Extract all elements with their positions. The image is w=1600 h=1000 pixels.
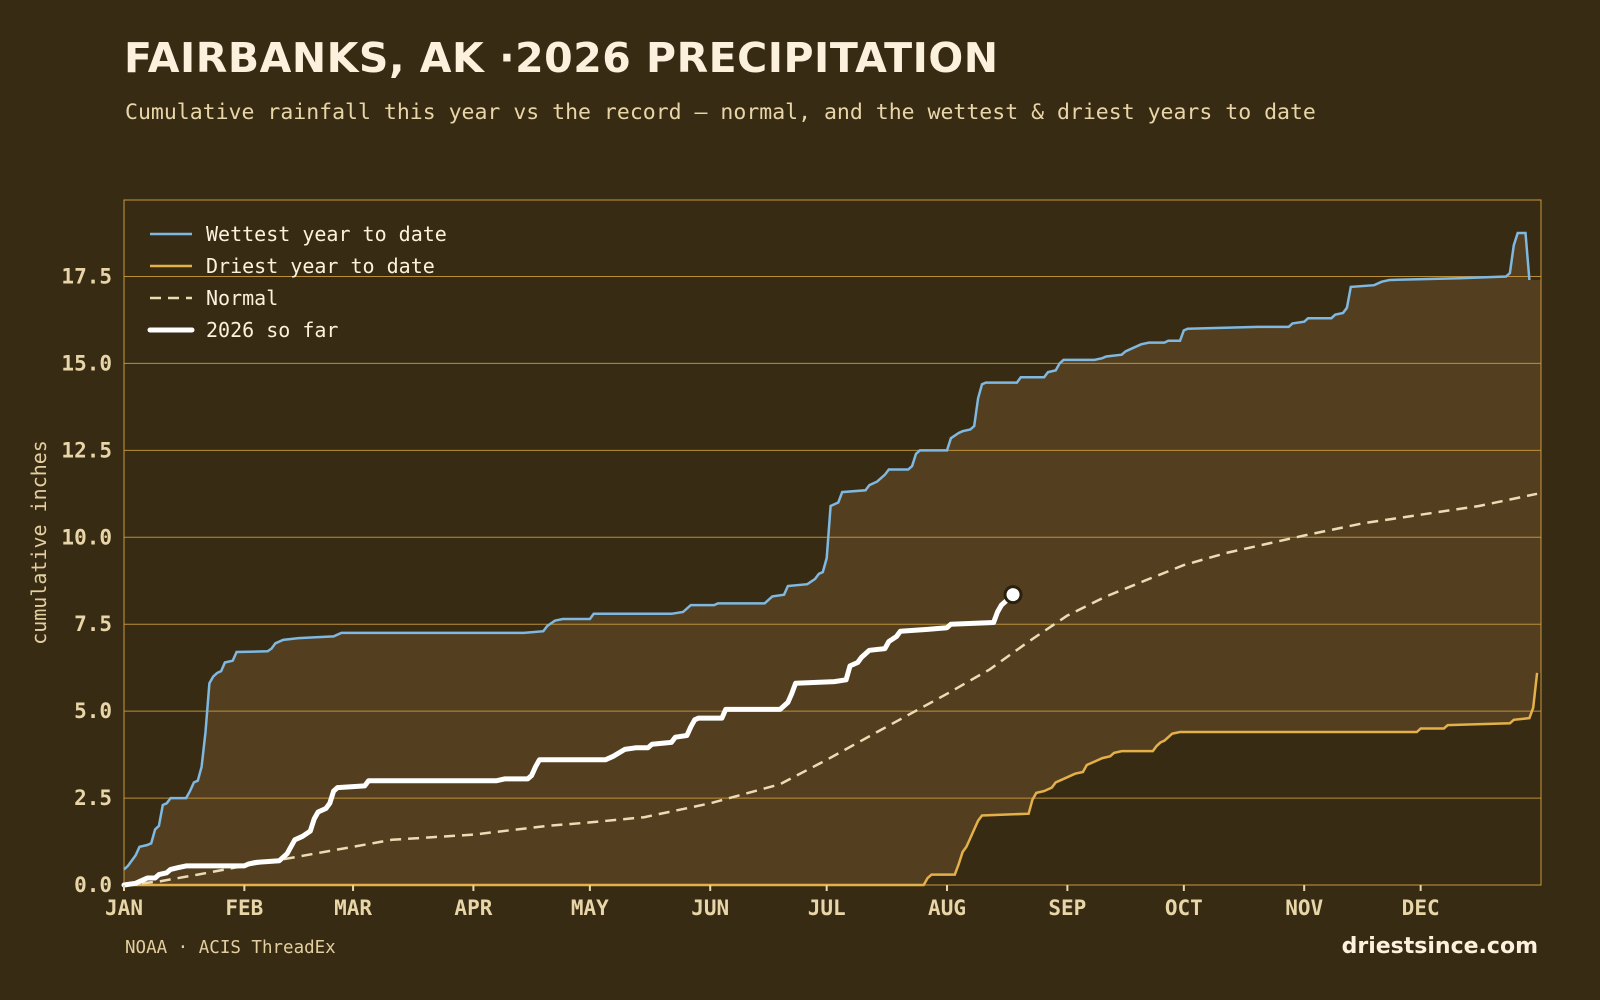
x-tick-label: MAY (571, 896, 609, 920)
y-tick-label: 2.5 (74, 786, 112, 810)
y-tick-label: 7.5 (74, 612, 112, 636)
y-tick-label: 5.0 (74, 699, 112, 723)
series-line-wettest (123, 231, 1531, 871)
x-tick-label: SEP (1048, 896, 1086, 920)
x-tick-label: FEB (225, 896, 263, 920)
y-tick-label: 10.0 (61, 525, 112, 549)
x-tick-label: AUG (928, 896, 966, 920)
record-range-band (124, 233, 1541, 885)
x-tick-label: JUL (808, 896, 846, 920)
series-line-driest (124, 672, 1539, 887)
x-tick-label: APR (454, 896, 492, 920)
legend-label-current: 2026 so far (206, 318, 338, 342)
y-tick-label: 12.5 (61, 438, 112, 462)
legend-label-normal: Normal (206, 286, 278, 310)
brand-link[interactable]: driestsince.com (1341, 934, 1538, 959)
chart-subtitle: Cumulative rainfall this year vs the rec… (125, 100, 1316, 125)
x-tick-label: NOV (1285, 896, 1323, 920)
x-tick-label: MAR (334, 896, 372, 920)
y-axis-title: cumulative inches (27, 440, 51, 645)
series-line-normal (123, 492, 1538, 887)
series-line-current (121, 592, 1016, 888)
x-tick-label: JAN (105, 896, 143, 920)
current-day-marker (1003, 585, 1023, 605)
x-tick-label: OCT (1165, 896, 1203, 920)
legend-label-driest: Driest year to date (206, 254, 435, 278)
y-tick-label: 17.5 (61, 264, 112, 288)
y-tick-label: 0.0 (74, 873, 112, 897)
legend-label-wettest: Wettest year to date (206, 222, 447, 246)
y-tick-label: 15.0 (61, 351, 112, 375)
x-tick-label: JUN (691, 896, 729, 920)
x-tick-label: DEC (1402, 896, 1440, 920)
data-source: NOAA · ACIS ThreadEx (125, 938, 336, 958)
chart-title: FAIRBANKS, AK ·2026 PRECIPITATION (124, 34, 999, 82)
